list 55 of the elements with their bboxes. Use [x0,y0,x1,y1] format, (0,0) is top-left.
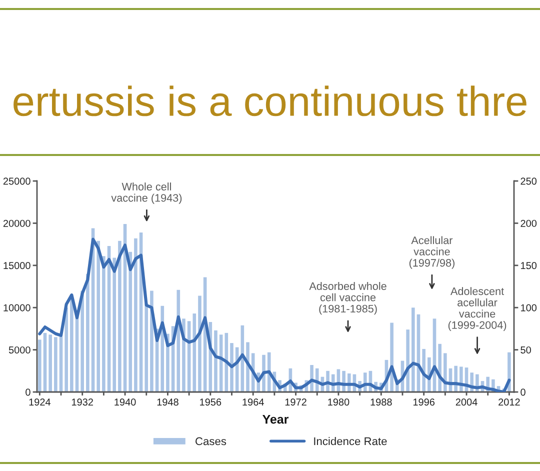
y2-tick-label: 0 [520,388,526,396]
bar [64,308,68,392]
bar [38,340,42,392]
bar [134,238,138,392]
annotation: Acellular vaccine (1997/98) [409,236,454,269]
x-tick-label: 1924 [29,398,50,406]
bar [80,290,84,392]
y2-tick-label: 250 [520,178,537,185]
bar [48,334,52,392]
legend-label: Incidence Rate [314,437,387,446]
bar [192,314,196,392]
y-tick-label: 0 [26,388,30,396]
line-series [38,238,511,392]
y2-tick-label: 100 [521,304,537,312]
bar [86,274,90,392]
y-tick-label: 10000 [4,304,30,312]
bar [70,299,74,392]
y-tick-label: 15000 [4,262,30,270]
bar [54,337,58,392]
y2-tick-label: 50 [520,346,531,354]
bar [406,330,410,392]
x-axis-title: Year [262,414,289,424]
bar [144,303,148,392]
annotation: Adolescent acellular vaccine (1999-2004) [448,287,506,332]
bar [43,332,47,392]
bar [198,296,202,392]
bar [214,330,218,392]
x-tick-label: 1964 [242,398,264,406]
y-tick-label: 5000 [8,346,30,354]
x-tick-label: 1948 [157,398,178,406]
bar [128,252,132,392]
bar [118,240,122,392]
x-tick-label: 1956 [200,398,222,406]
x-tick-label: 1996 [413,398,435,406]
annotation: Adsorbed whole cell vaccine (1981-1985) [309,282,386,315]
bar [412,308,415,392]
x-tick-label: 2012 [498,398,520,406]
annotation: Whole cell vaccine (1943) [111,182,182,204]
x-tick-label: 1980 [328,398,350,406]
x-tick-label: 1940 [114,398,136,406]
bar [444,353,447,392]
bar [230,343,234,392]
legend-label: Cases [196,437,226,446]
x-tick-label: 1988 [370,398,392,406]
x-tick-label: 2004 [456,398,478,406]
y-tick-label: 20000 [3,220,30,227]
x-tick-label: 1972 [285,398,306,406]
y2-tick-label: 200 [520,220,537,227]
bar [102,256,106,392]
y2-tick-label: 150 [521,262,537,270]
chart-title: ertussis is a continuous thre [14,86,526,116]
y-tick-label: 25000 [3,178,30,185]
bar [112,258,116,392]
bar [96,240,100,392]
x-tick-label: 1932 [72,398,93,406]
